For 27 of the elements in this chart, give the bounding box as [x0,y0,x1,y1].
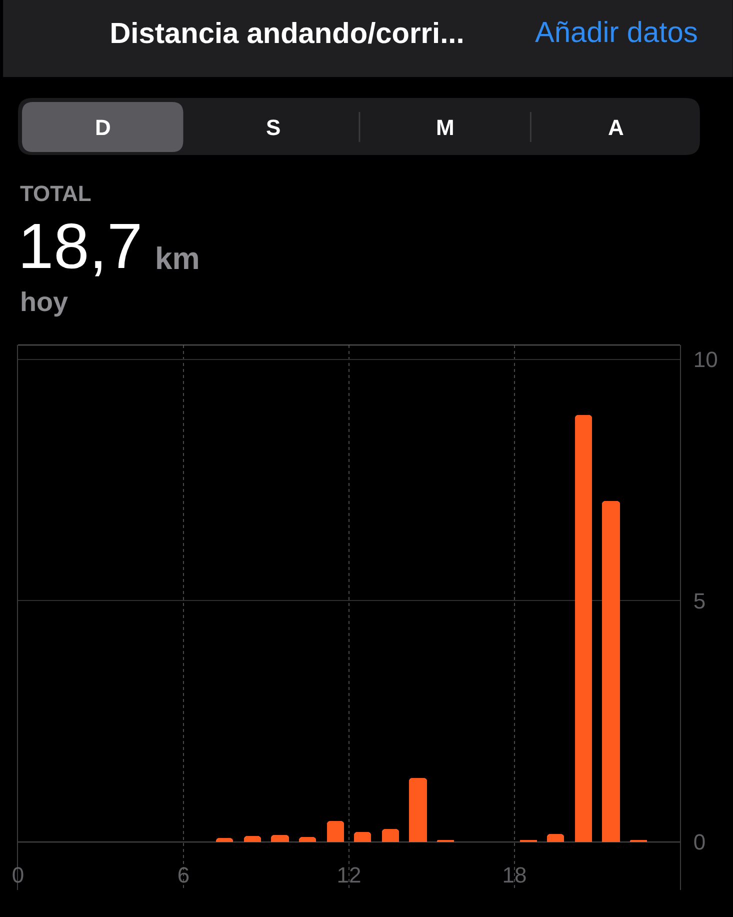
y-tick-label: 5 [693,588,706,614]
bar [547,834,564,842]
x-tick-label: 6 [177,862,190,888]
bar [271,835,289,842]
bar [354,832,371,842]
x-tick-label: 12 [336,862,362,888]
bar [216,838,233,842]
chart-title: Distancia andando/corri... [110,18,464,50]
text: TOTAL [20,181,92,206]
text: D [95,115,111,140]
y-tick-label: 10 [693,347,718,372]
x-tick-label: 18 [502,862,527,888]
text: km [155,241,200,276]
bar [382,829,399,842]
bar [244,836,261,842]
text: 18,7 [18,210,143,282]
text: A [608,115,624,140]
bar [575,415,592,842]
text: hoy [20,287,68,317]
text: Añadir datos [535,17,698,49]
bar [299,837,316,842]
text: M [436,115,454,140]
text: S [266,115,281,140]
y-tick-label: 0 [693,829,706,854]
bar [327,821,344,842]
bar [409,778,427,842]
bar [602,501,620,842]
